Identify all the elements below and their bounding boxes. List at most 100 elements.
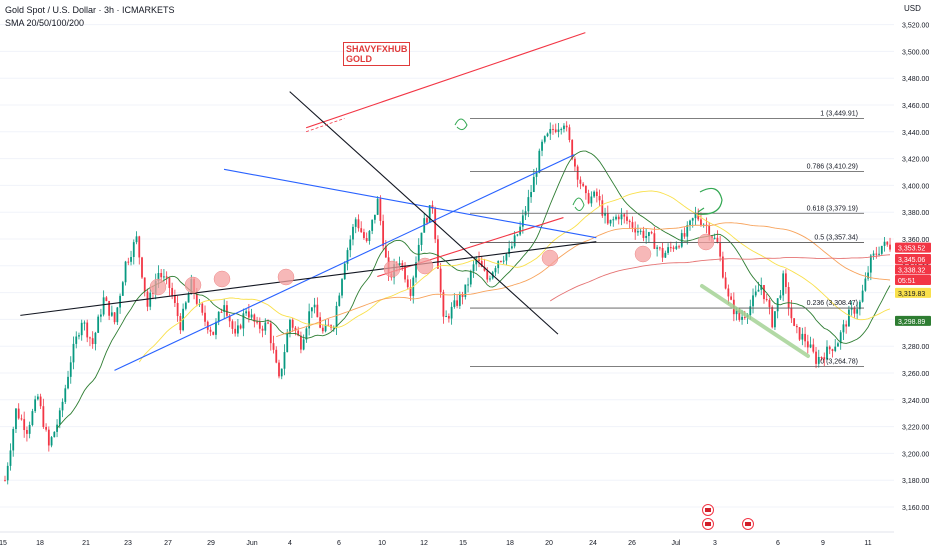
price-tick-label: 3,220.00 (902, 425, 929, 432)
candle-body (310, 307, 313, 312)
candle-body (124, 261, 127, 283)
candle-body (461, 294, 464, 297)
price-tag-label: 3,319.83 (898, 291, 925, 298)
candle-body (447, 316, 450, 319)
candle-body (848, 309, 850, 327)
candle-body (349, 239, 352, 251)
candle-body (431, 205, 434, 209)
candle-body (620, 214, 623, 220)
time-tick-label: 6 (337, 540, 341, 547)
candle-body (338, 295, 341, 306)
candle-body (719, 242, 722, 257)
candle-body (231, 321, 234, 329)
candle-body (445, 316, 448, 318)
candle-body (215, 321, 217, 335)
candle-body (845, 324, 848, 327)
candle-body (527, 197, 530, 212)
candle-body (220, 311, 223, 313)
candle-body (475, 258, 478, 265)
candle-body (686, 225, 689, 237)
candle-body (121, 282, 124, 296)
candle-body (782, 273, 785, 296)
candle-body (184, 302, 187, 309)
candle-body (286, 333, 289, 353)
candle-body (239, 325, 242, 329)
candle-body (91, 338, 94, 345)
candle-body (341, 279, 343, 296)
candle-body (176, 302, 179, 317)
candle-body (864, 278, 867, 291)
watermark-line2: GOLD (346, 54, 372, 64)
time-tick-label: 12 (420, 540, 428, 547)
candle-body (598, 196, 601, 201)
candle-body (420, 232, 423, 245)
candle-body (442, 292, 445, 317)
candle-body (609, 219, 612, 224)
fib-level-label: 0.618 (3,379.19) (807, 205, 858, 212)
candle-body (406, 279, 409, 288)
candle-body (75, 336, 78, 344)
candle-body (234, 328, 237, 334)
candle-body (119, 295, 121, 308)
candle-body (801, 333, 804, 340)
candle-body (749, 306, 752, 316)
candle-body (678, 246, 680, 248)
candle-body (86, 322, 89, 338)
time-tick-label: Jul (672, 540, 681, 547)
candle-body (563, 125, 565, 130)
candle-body (456, 300, 458, 306)
candle-body (538, 150, 541, 173)
candle-body (700, 219, 702, 226)
candle-body (149, 292, 152, 307)
candle-body (541, 141, 543, 151)
time-tick-label: 26 (628, 540, 636, 547)
candle-body (9, 450, 12, 466)
time-tick-label: 4 (288, 540, 292, 547)
candle-body (50, 437, 53, 446)
candle-body (724, 277, 727, 289)
candle-body (217, 311, 220, 322)
candle-body (132, 242, 135, 257)
candle-body (163, 276, 165, 278)
green-touch-mark (454, 118, 468, 131)
candle-body (576, 166, 579, 180)
touch-point-marker (213, 270, 231, 288)
candle-body (708, 225, 711, 237)
candle-body (97, 316, 100, 333)
candle-body (363, 232, 365, 239)
candle-body (546, 133, 549, 137)
candle-body (39, 396, 42, 407)
candle-body (497, 261, 500, 269)
candle-body (324, 324, 327, 332)
candle-body (516, 234, 519, 236)
candle-body (352, 226, 354, 240)
candle-body (664, 252, 667, 258)
candle-body (165, 276, 168, 278)
green-arrow-mark (697, 187, 723, 215)
candle-body (535, 172, 538, 177)
candle-body (434, 208, 437, 240)
time-axis-labels: 15 18 21 23 27 29 Jun 4 6 10 12 15 18 20 24 26 Jul 3 6 9 11 (0, 540, 872, 547)
projection-arrow (700, 284, 810, 358)
candle-body (335, 305, 338, 328)
time-tick-label: 10 (378, 540, 386, 547)
candle-body (458, 294, 461, 306)
candle-body (23, 419, 26, 431)
candle-body (850, 308, 853, 310)
candle-body (253, 314, 256, 322)
green-touch-mark (572, 197, 585, 211)
candle-body (878, 253, 880, 255)
candle-body (453, 300, 456, 307)
candle-body (689, 220, 691, 226)
candle-body (867, 272, 869, 279)
touch-point-marker (383, 260, 401, 278)
candle-body (486, 270, 489, 280)
price-tag (895, 264, 931, 275)
fib-level-label: 0.5 (3,357.34) (814, 235, 858, 242)
candle-body (305, 328, 308, 340)
candle-body (291, 319, 294, 328)
time-tick-label: 15 (0, 540, 7, 547)
candle-body (404, 265, 406, 280)
candle-body (365, 238, 368, 241)
